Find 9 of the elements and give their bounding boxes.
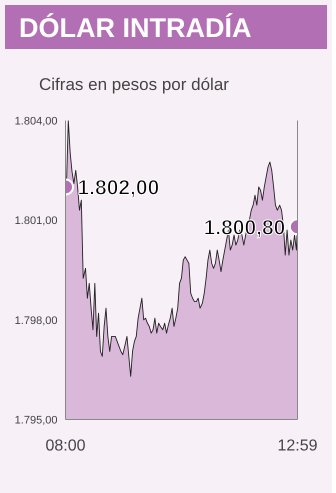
y-tick-label: 1.798,00 — [14, 314, 58, 327]
annotation: 1.802,00 — [78, 176, 160, 200]
y-tick-label: 1.804,00 — [14, 116, 58, 128]
chart-title: DÓLAR INTRADÍA — [19, 12, 252, 45]
x-tick-label: 08:00 — [45, 438, 86, 454]
y-tick-label: 1.795,00 — [14, 414, 58, 426]
y-tick-label: 1.801,00 — [14, 215, 58, 228]
chart-subtitle: Cifras en pesos por dólar — [39, 74, 229, 96]
x-tick-label: 12:59 — [277, 438, 318, 454]
